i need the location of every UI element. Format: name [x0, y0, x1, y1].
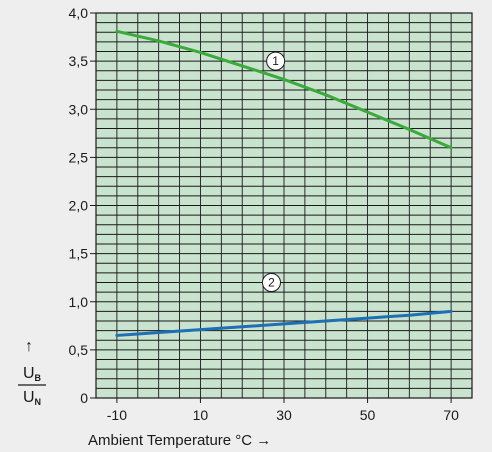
series-line-2: [115, 309, 453, 337]
x-tick-label: 50: [360, 407, 376, 423]
x-tick-labels: -10 10 30 50 70: [107, 398, 459, 423]
series-marker-label: 1: [272, 54, 279, 68]
y-tick-label: 3,0: [69, 101, 89, 117]
series-markers: 12: [261, 51, 286, 292]
series-marker-label: 2: [268, 276, 275, 290]
x-axis-label: Ambient Temperature °C →: [88, 432, 271, 449]
series-marker-circle: [266, 51, 286, 71]
y-axis-numerator: UB: [23, 365, 42, 383]
y-tick-label: 1,0: [69, 294, 89, 310]
y-tick-label: 3,5: [69, 53, 89, 69]
y-tick-label: 2,0: [69, 198, 89, 214]
y-tick-labels: 0 0,5 1,0 1,5 2,0 2,5 3,0 3,5 4,0: [69, 5, 96, 406]
x-tick-label: -10: [107, 407, 127, 423]
series-lines: [115, 29, 453, 337]
x-tick-label: 30: [276, 407, 292, 423]
y-tick-label: 0,5: [69, 342, 89, 358]
y-tick-label: 0: [80, 390, 88, 406]
x-tick-label: 70: [443, 407, 459, 423]
y-axis-arrow: ↑: [25, 338, 33, 355]
y-tick-label: 1,5: [69, 246, 89, 262]
y-tick-label: 2,5: [69, 149, 89, 165]
y-axis-label: ↑ UB UN: [18, 338, 46, 407]
y-tick-label: 4,0: [69, 5, 89, 21]
x-tick-label: 10: [193, 407, 209, 423]
grid-lines: [95, 12, 473, 399]
y-axis-denominator: UN: [23, 389, 41, 407]
series-marker-circle: [261, 273, 281, 292]
series-line-1: [115, 29, 453, 150]
